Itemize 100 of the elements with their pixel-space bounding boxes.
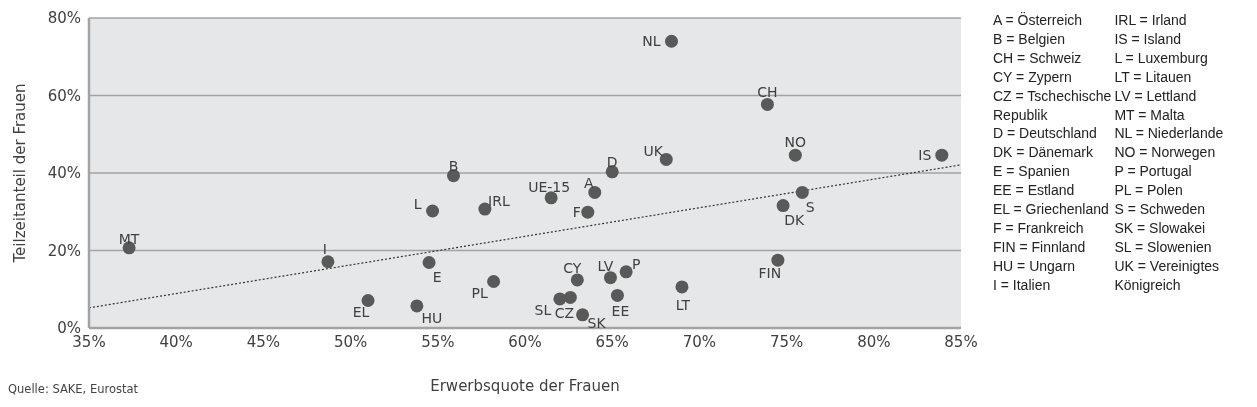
point [321,255,335,269]
x-tick-label: 60% [508,332,542,351]
text: PL = Polen [1114,181,1184,201]
text: HU = Ungarn [993,256,1077,276]
annotation: IS [918,147,932,164]
annotation: CZ [554,305,575,322]
annotation: PL [471,284,488,301]
point [675,280,689,294]
annotation: E [432,268,442,285]
annotation: B [448,157,459,174]
point [410,299,424,313]
annotation: UE-15 [528,178,571,195]
x-axis-title: Erwerbsquote der Frauen [430,377,620,395]
text: NL = Niederlande [1114,124,1224,144]
annotation: UK [643,143,664,160]
x-tick-label: 80% [857,332,891,351]
annotation: F [572,204,581,221]
annotation: A [583,175,594,192]
text: CY = Zypern [993,67,1073,87]
annotation: MT [118,230,140,247]
text: P = Portugal [1114,162,1193,182]
text: MT = Malta [1114,105,1186,125]
text: DK = Dänemark [993,143,1094,163]
y-tick-label: 60% [47,86,81,105]
point [576,308,590,322]
x-tick-label: 40% [159,332,193,351]
y-tick-label: 80% [47,9,81,28]
annotation: LT [675,296,691,313]
annotation: EL [352,304,370,321]
annotation: CY [563,259,582,276]
text: IS = Island [1114,29,1182,49]
annotation: S [805,199,815,216]
point [563,290,577,304]
point [605,165,619,179]
x-tick-label: 45% [246,332,281,351]
x-tick-label: 85% [944,332,978,351]
text: FIN = Finnland [993,237,1087,257]
x-tick-label: 50% [333,332,368,351]
point [447,169,460,183]
point [619,265,633,279]
text: I = Italien [993,275,1052,295]
point [426,204,440,218]
text: SK = Slowakei [1114,218,1207,238]
point [788,148,802,162]
text: LV = Lettland [1114,86,1198,106]
annotation: CH [757,84,778,101]
annotation: LV [597,257,614,274]
point [487,275,501,288]
text: LT = Litauen [1114,67,1193,87]
point [422,256,436,270]
text: IRL = Irland [1114,11,1188,30]
text: D = Deutschland [993,124,1098,144]
point [776,199,790,213]
point [544,191,558,205]
point [570,273,584,287]
text: S = Schweden [1114,200,1207,219]
source-note: Quelle: SAKE, Eurostat [8,382,139,396]
point [610,288,624,302]
text: F = Frankreich [993,218,1085,238]
text: SL = Slowenien [1114,237,1213,257]
text: CZ = Tschechische [993,86,1112,106]
text: E = Spanien [993,162,1071,182]
text: CH = Schweiz [993,48,1083,68]
x-tick-label: 70% [682,332,717,351]
annotation: L [413,195,422,212]
annotation: NL [642,33,661,50]
point [581,205,595,219]
text: NO = Norwegen [1114,143,1217,163]
text: Königreich [1114,275,1182,295]
y-tick-label: 20% [47,241,81,260]
text: B = Belgien [993,29,1066,49]
text: UK = Vereinigtes [1114,256,1221,276]
annotation: SL [534,301,552,318]
annotation: IRL [488,193,510,210]
point [603,271,617,285]
text: Republik [993,105,1049,125]
annotation: P [631,255,641,272]
annotation: HU [421,309,443,326]
y-axis-title: Teilzeitanteil der Frauen [11,83,29,264]
point [760,97,774,111]
text: L = Luxemburg [1114,48,1209,68]
text: EL = Griechenland [993,200,1110,219]
x-tick-label: 55% [421,332,455,351]
annotation: FIN [758,265,782,282]
annotation: NO [784,134,807,151]
annotation: DK [784,211,805,228]
annotation: EE [611,303,630,320]
annotation: I [322,240,327,257]
point [935,148,949,162]
annotation: D [606,153,618,170]
point [795,185,809,199]
x-tick-label: 75% [769,332,804,351]
y-tick-label: 40% [47,164,81,183]
point [361,293,375,307]
point [665,34,678,48]
x-tick-label: 65% [595,332,629,351]
text: A = Österreich [993,11,1084,30]
text: EE = Estland [993,181,1076,201]
point [771,253,785,267]
annotation: SK [587,314,607,331]
